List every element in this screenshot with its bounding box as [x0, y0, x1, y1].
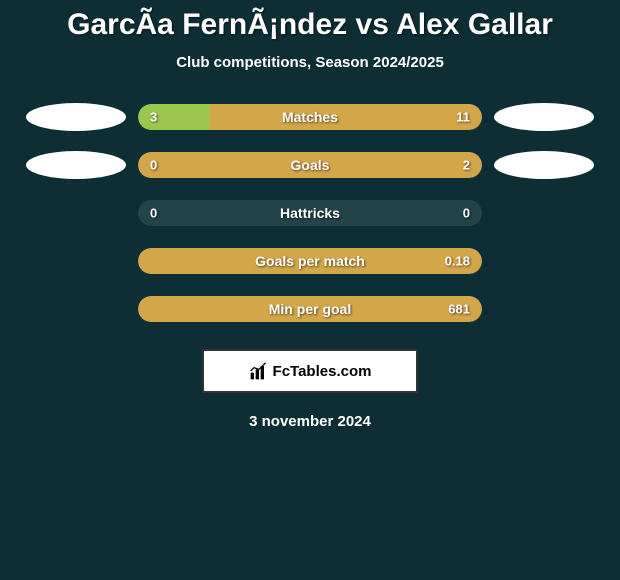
stat-bar: 0 Goals 2 — [138, 152, 482, 178]
stat-bar: 3 Matches 11 — [138, 104, 482, 130]
stat-label: Min per goal — [269, 301, 351, 317]
stat-row: 0 Hattricks 0 — [0, 199, 620, 227]
stat-row: 3 Matches 11 — [0, 103, 620, 131]
right-ellipse-spacer — [494, 247, 594, 275]
stat-bar: Goals per match 0.18 — [138, 248, 482, 274]
right-ellipse — [494, 103, 594, 131]
left-ellipse-spacer — [26, 199, 126, 227]
left-ellipse — [26, 151, 126, 179]
stats-container: 3 Matches 11 0 Goals 2 0 Hattricks 0 — [0, 103, 620, 323]
stat-label: Goals — [291, 157, 330, 173]
stat-row: 0 Goals 2 — [0, 151, 620, 179]
stat-right-value: 0.18 — [445, 254, 470, 269]
left-ellipse — [26, 103, 126, 131]
right-ellipse-spacer — [494, 295, 594, 323]
stat-left-value: 0 — [150, 206, 157, 221]
stat-right-value: 0 — [463, 206, 470, 221]
stat-left-value: 3 — [150, 110, 157, 125]
right-ellipse — [494, 151, 594, 179]
stat-label: Hattricks — [280, 205, 340, 221]
left-ellipse-spacer — [26, 247, 126, 275]
chart-icon — [249, 361, 269, 381]
stat-label: Goals per match — [255, 253, 365, 269]
stat-bar: 0 Hattricks 0 — [138, 200, 482, 226]
stat-row: Goals per match 0.18 — [0, 247, 620, 275]
stat-right-value: 11 — [456, 110, 470, 125]
right-ellipse-spacer — [494, 199, 594, 227]
bar-left — [138, 104, 210, 130]
page-subtitle: Club competitions, Season 2024/2025 — [176, 54, 444, 71]
stat-right-value: 2 — [463, 158, 470, 173]
stat-bar: Min per goal 681 — [138, 296, 482, 322]
stat-right-value: 681 — [448, 302, 470, 317]
page-title: GarcÃ­a FernÃ¡ndez vs Alex Gallar — [67, 8, 553, 42]
stat-label: Matches — [282, 109, 338, 125]
brand-text: FcTables.com — [273, 363, 372, 380]
brand-box[interactable]: FcTables.com — [202, 349, 418, 393]
stat-left-value: 0 — [150, 158, 157, 173]
bar-right — [210, 104, 482, 130]
left-ellipse-spacer — [26, 295, 126, 323]
date-text: 3 november 2024 — [249, 413, 371, 430]
stat-row: Min per goal 681 — [0, 295, 620, 323]
